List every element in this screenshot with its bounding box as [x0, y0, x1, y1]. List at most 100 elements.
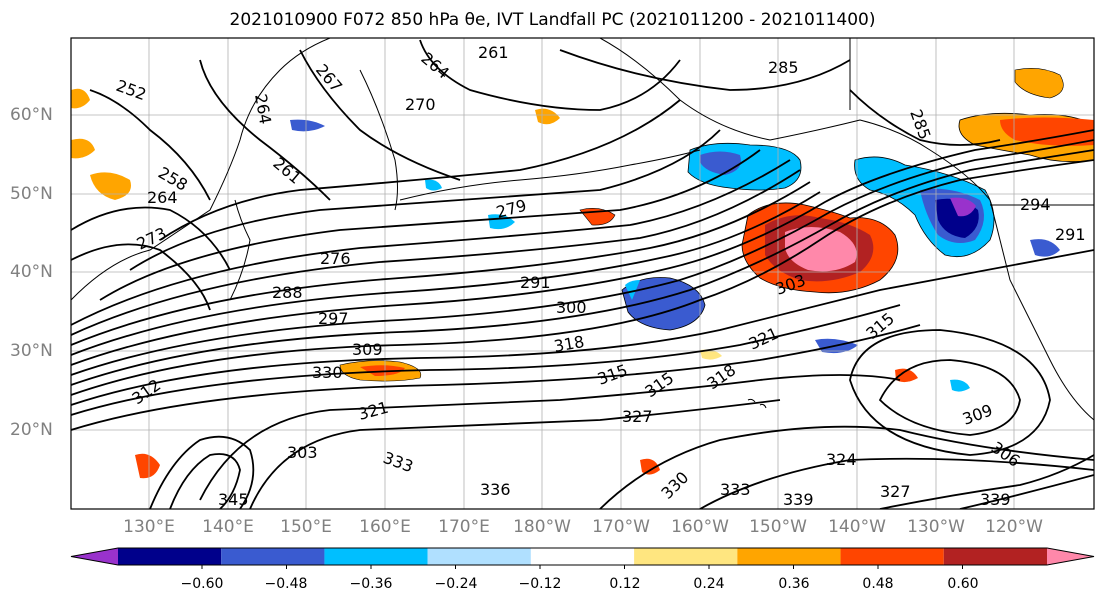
- longitude-label: 130°E: [123, 517, 175, 537]
- coastline-north-america: [989, 199, 1094, 421]
- contour-label: 327: [880, 482, 911, 501]
- coastline-alaska: [599, 38, 991, 201]
- contour-line: [249, 399, 781, 509]
- map-title: 2021010900 F072 850 hPa θe, IVT Landfall…: [229, 10, 876, 30]
- contour-label: 294: [1020, 195, 1051, 214]
- contour-line: [169, 453, 241, 509]
- colorbar-tick-label: −0.36: [349, 576, 393, 592]
- contour-line: [849, 89, 1001, 146]
- contour-line: [71, 206, 231, 271]
- colorbar-segment: [634, 548, 738, 565]
- positive-anomaly-alaska: [1014, 68, 1064, 99]
- longitude-label: 160°E: [359, 517, 411, 537]
- contour-line: [71, 249, 1094, 406]
- positive-anomaly-small-4: [895, 368, 918, 383]
- contour-label: 339: [980, 490, 1011, 509]
- contour-line: [878, 359, 1021, 436]
- contour-line: [959, 474, 1094, 509]
- contour-line: [71, 181, 811, 346]
- colorbar-segment: [118, 548, 222, 565]
- contour-label: 309: [352, 340, 383, 359]
- colorbar-segment: [221, 548, 325, 565]
- latitude-label: 20°N: [10, 420, 53, 440]
- contour-label: 291: [1055, 225, 1086, 244]
- contour-label: 261: [478, 43, 509, 62]
- colorbar-tick-label: 0.24: [693, 576, 725, 592]
- longitude-label: 140°W: [828, 517, 886, 537]
- contour-lines: [71, 39, 1094, 509]
- contour-label: 339: [783, 490, 814, 509]
- positive-anomaly-asia-left-core: [71, 138, 95, 159]
- colorbar-tick-label: 0.12: [609, 576, 641, 592]
- positive-anomaly-japan: [90, 172, 131, 200]
- colorbar-segment: [324, 548, 428, 565]
- contour-line: [99, 149, 761, 301]
- contour-line: [849, 329, 1051, 456]
- positive-anomaly-peak: [785, 227, 857, 272]
- negative-anomaly-small-5: [1030, 239, 1060, 257]
- latitude-label: 60°N: [10, 105, 53, 125]
- positive-anomaly-south-china: [135, 453, 160, 479]
- longitude-label: 170°W: [592, 517, 650, 537]
- contour-line: [299, 49, 461, 181]
- contour-label: 333: [720, 480, 751, 499]
- contour-label: 276: [320, 249, 351, 268]
- coastline-hawaii: [747, 398, 767, 409]
- contour-line: [199, 59, 331, 201]
- colorbar-segment: [943, 548, 1047, 565]
- coastline-aleutians: [399, 149, 701, 201]
- contour-line: [71, 149, 1094, 386]
- contour-line: [879, 454, 1094, 509]
- longitude-label: 150°W: [749, 517, 807, 537]
- contour-line: [89, 89, 211, 201]
- contour-line: [71, 191, 821, 356]
- positive-anomaly-small-3: [640, 458, 660, 475]
- longitude-label: 120°W: [985, 517, 1043, 537]
- colorbar-extend-max: [1047, 548, 1094, 565]
- contour-line: [419, 39, 681, 111]
- contour-line: [599, 425, 1094, 509]
- colorbar-segment: [530, 548, 635, 565]
- colorbar-segment: [840, 548, 944, 565]
- positive-anomaly-small-2: [535, 108, 560, 125]
- coastline-kamchatka: [359, 69, 398, 211]
- colorbar-tick-label: −0.60: [180, 576, 224, 592]
- negative-anomaly-central-edge: [625, 280, 640, 300]
- colorbar-outline: [70, 547, 1095, 566]
- colorbar-tick-label: −0.12: [518, 576, 562, 592]
- colorbar-tick-label: 0.36: [778, 576, 810, 592]
- contour-label: 288: [272, 283, 303, 302]
- colorbar-segment: [427, 548, 531, 565]
- positive-anomaly-northeast-core: [1000, 117, 1094, 146]
- longitude-label: 140°E: [202, 517, 254, 537]
- contour-line: [129, 129, 721, 271]
- coastlines: [71, 38, 1094, 421]
- longitude-label: 170°E: [438, 517, 490, 537]
- contour-label: 327: [622, 407, 653, 426]
- contour-line: [71, 243, 211, 311]
- contour-line: [71, 159, 1094, 396]
- longitude-label: 160°W: [671, 517, 729, 537]
- positive-anomaly-small-5: [700, 349, 722, 360]
- longitude-label: 150°E: [280, 517, 332, 537]
- latitude-label: 50°N: [10, 184, 53, 204]
- contour-label: 285: [768, 58, 799, 77]
- negative-anomaly-pnw-peak: [950, 197, 976, 217]
- contour-line: [149, 435, 255, 509]
- contour-label: 336: [480, 480, 511, 499]
- contour-line: [71, 129, 1094, 366]
- contour-label: 330: [312, 363, 343, 382]
- contour-line: [71, 169, 801, 336]
- contour-label: 324: [826, 450, 857, 469]
- contour-line: [559, 49, 851, 91]
- contour-line: [71, 159, 791, 326]
- contour-label: 303: [287, 443, 318, 462]
- colorbar: [70, 547, 1095, 569]
- negative-anomaly-small-4: [950, 379, 970, 392]
- contour-label: 291: [520, 273, 551, 292]
- colorbar-tick-label: −0.48: [264, 576, 308, 592]
- latitude-label: 30°N: [10, 341, 53, 361]
- contour-label: 297: [318, 309, 349, 328]
- coastline-japan: [229, 199, 251, 301]
